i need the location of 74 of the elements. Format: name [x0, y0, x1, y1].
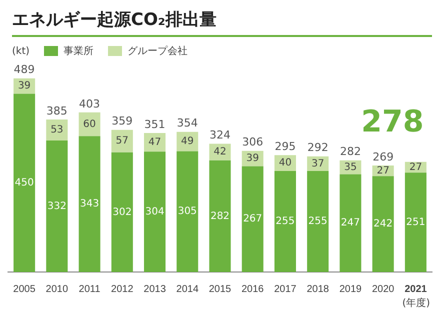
x-tick-label: 2020 — [372, 284, 395, 295]
data-label: 53 — [50, 124, 64, 136]
bar — [144, 133, 166, 152]
data-label: 302 — [112, 206, 132, 218]
x-tick-label: 2011 — [78, 284, 101, 295]
legend-label: グループ会社 — [128, 44, 188, 58]
total-label: 403 — [79, 97, 100, 110]
data-label: 49 — [181, 136, 194, 148]
total-label: 306 — [242, 136, 264, 149]
bar — [111, 130, 133, 152]
x-tick-label: 2015 — [208, 284, 232, 295]
data-label: 242 — [374, 218, 393, 230]
data-label: 305 — [178, 206, 197, 218]
bar — [340, 174, 362, 272]
bar — [14, 94, 36, 272]
x-tick-label: 2018 — [306, 284, 330, 295]
bar — [176, 151, 198, 272]
data-label: 255 — [308, 216, 328, 228]
data-label: 27 — [376, 165, 390, 176]
x-tick-label: 2014 — [176, 284, 199, 295]
total-label: 385 — [46, 104, 68, 118]
data-label: 57 — [116, 136, 129, 147]
x-tick-label: 2017 — [274, 284, 297, 295]
data-label: 60 — [83, 118, 96, 130]
bar — [242, 166, 264, 272]
data-label: 450 — [14, 177, 34, 188]
legend-label: 事業所 — [64, 44, 94, 58]
data-label: 255 — [276, 216, 295, 228]
bar — [46, 140, 68, 272]
total-label: 351 — [144, 118, 166, 131]
data-label: 251 — [406, 216, 426, 228]
bar — [78, 136, 100, 272]
total-label: 292 — [307, 141, 328, 154]
data-label: 332 — [47, 200, 66, 212]
data-label: 304 — [145, 206, 164, 218]
total-label: 295 — [274, 140, 296, 154]
bar — [111, 152, 133, 272]
x-axis-title: (年度) — [402, 296, 430, 310]
data-label: 47 — [148, 136, 162, 148]
bar — [46, 120, 68, 141]
bar — [274, 171, 296, 272]
bar — [307, 171, 329, 272]
data-label: 39 — [18, 80, 31, 92]
bar — [144, 152, 166, 272]
total-label: 269 — [372, 150, 394, 164]
data-label: 282 — [210, 210, 230, 222]
chart-title: エネルギー起源CO₂排出量 — [12, 8, 432, 37]
y-axis-title: (kt) — [12, 46, 30, 56]
x-tick-label: 2012 — [111, 284, 134, 295]
x-tick-label: 2019 — [339, 284, 362, 295]
x-tick-label: 2005 — [13, 284, 36, 295]
x-tick-label: 2013 — [144, 284, 166, 295]
x-tick-label: 2021 — [404, 284, 428, 295]
data-label: 40 — [278, 158, 292, 169]
data-label: 39 — [246, 153, 259, 164]
total-label: 324 — [210, 128, 230, 142]
data-label: 267 — [243, 214, 262, 225]
bar — [209, 160, 231, 272]
annotation: 278 — [361, 104, 424, 140]
bar — [404, 172, 426, 272]
data-label: 343 — [80, 198, 100, 210]
total-label: 282 — [340, 145, 361, 158]
total-label: 489 — [14, 63, 35, 76]
x-tick-label: 2016 — [241, 284, 264, 295]
data-label: 42 — [214, 146, 226, 158]
bar — [209, 144, 231, 160]
total-label: 354 — [176, 116, 198, 130]
x-tick-label: 2010 — [46, 284, 68, 295]
data-label: 35 — [344, 162, 357, 173]
bar — [372, 176, 394, 272]
data-label: 247 — [340, 218, 360, 229]
data-label: 37 — [311, 158, 324, 170]
data-label: 27 — [409, 162, 422, 173]
total-label: 359 — [112, 114, 133, 128]
